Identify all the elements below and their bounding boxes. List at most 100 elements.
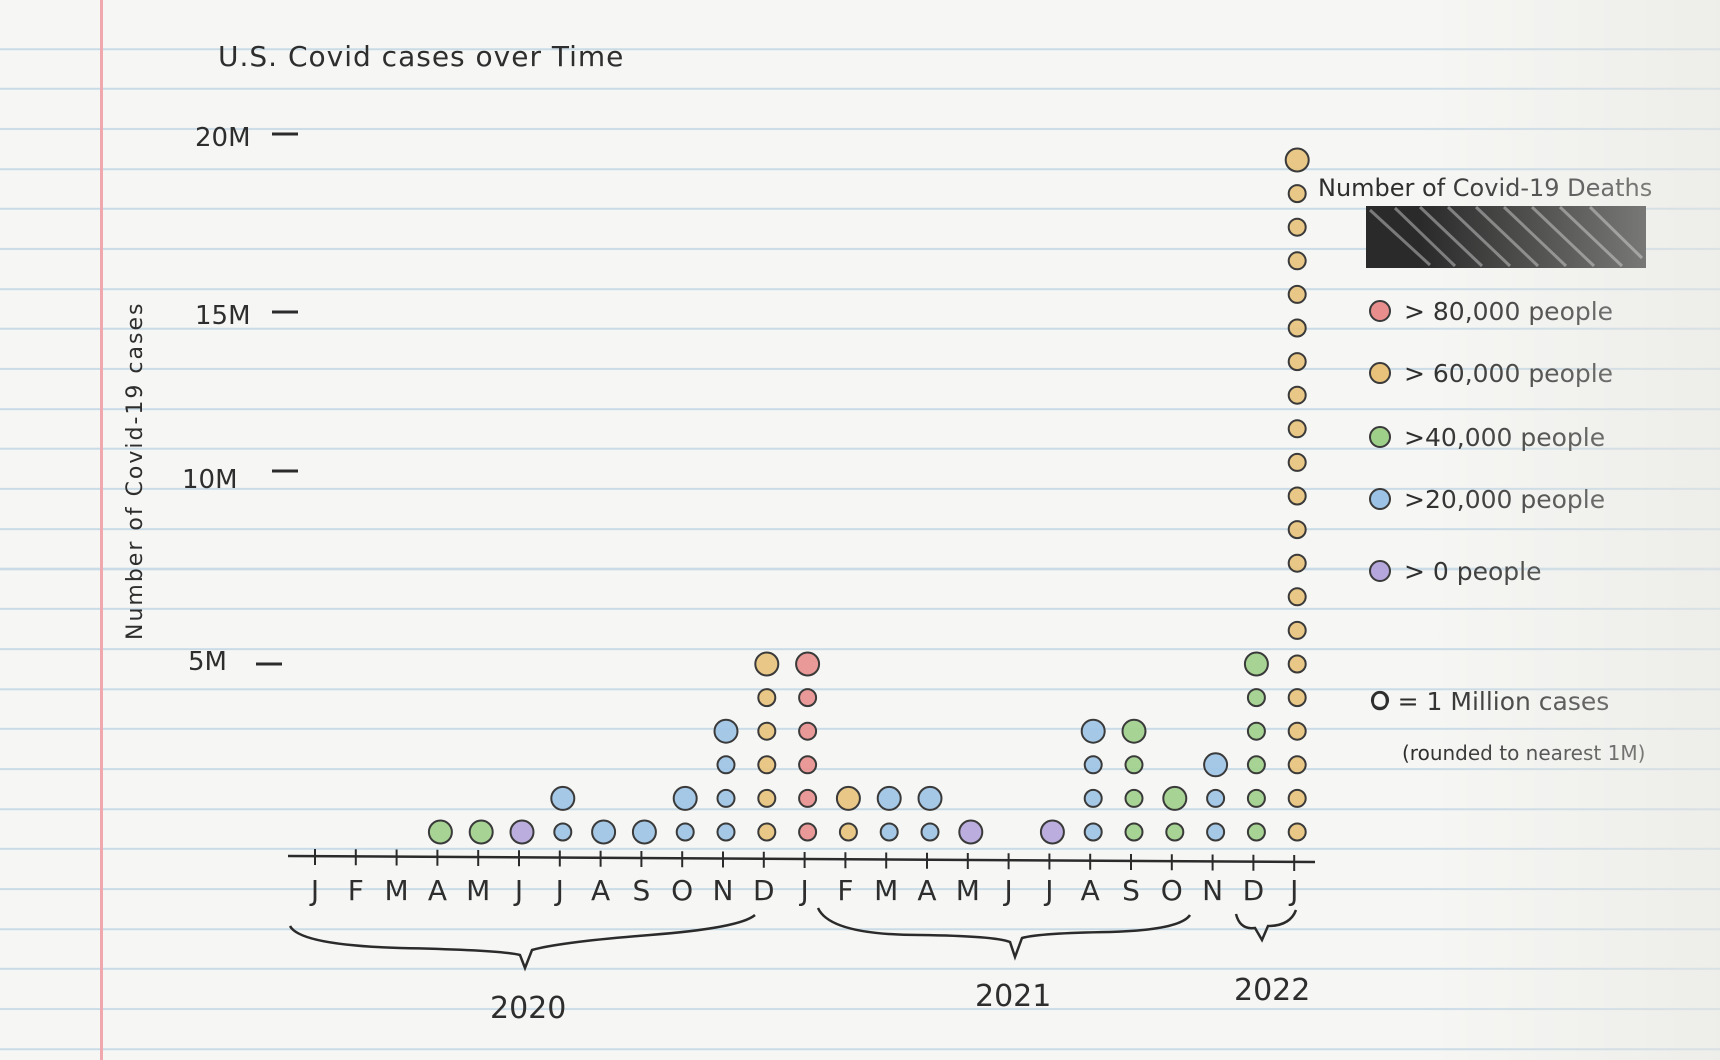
case-dot [1287, 486, 1307, 506]
x-axis-line [287, 854, 1316, 864]
case-dot [1287, 620, 1307, 640]
x-tick-label: J [1002, 874, 1012, 907]
legend-scribble [1366, 205, 1646, 268]
case-dot [427, 819, 453, 845]
x-tick-label: J [513, 874, 523, 907]
case-dot [1165, 822, 1185, 842]
x-tick-label: J [1043, 874, 1053, 907]
case-dot [468, 819, 494, 845]
legend-swatch [1369, 300, 1391, 322]
x-tick-label: N [713, 874, 734, 907]
case-dot [1287, 520, 1307, 540]
x-tick-label: F [348, 874, 364, 907]
x-tick-label: M [874, 874, 898, 907]
legend-entry-label: >20,000 people [1404, 485, 1605, 514]
x-tick-label: F [837, 874, 853, 907]
x-tick-label: D [1243, 874, 1265, 907]
legend-entry-label: > 0 people [1404, 557, 1542, 586]
case-dot [1287, 721, 1307, 741]
y-tick-label-10m: 10M [182, 465, 238, 495]
case-dot [1284, 147, 1310, 173]
legend-entry-label: > 80,000 people [1404, 297, 1613, 326]
case-dot [1162, 785, 1188, 811]
legend-entries: > 80,000 people > 60,000 people >40,000 pe… [1369, 297, 1613, 586]
case-dot [1121, 718, 1147, 744]
y-tick-label-15m: 15M [195, 301, 251, 331]
case-dot [1243, 651, 1269, 677]
case-dot [1287, 553, 1307, 573]
year-label-2020: 2020 [490, 991, 566, 1026]
case-dot [1287, 452, 1307, 472]
y-axis-ticks: 20M 15M 10M 5M [182, 123, 298, 677]
case-dot [1287, 184, 1307, 204]
legend-entry-label: > 60,000 people [1404, 359, 1613, 388]
case-dot [757, 822, 777, 842]
case-dot [672, 785, 698, 811]
case-dot [757, 721, 777, 741]
x-tick-label: A [1081, 874, 1100, 907]
legend-swatch [1369, 488, 1391, 510]
case-dot [1246, 755, 1266, 775]
case-dot [550, 785, 576, 811]
legend-title: Number of Covid-19 Deaths [1318, 174, 1652, 202]
x-tick-label: J [1288, 874, 1298, 907]
case-dot [675, 822, 695, 842]
notebook-margin-line [100, 0, 103, 1060]
case-dot [876, 785, 902, 811]
x-tick-label: A [591, 874, 610, 907]
x-tick-label: S [633, 874, 651, 907]
case-dot [1039, 819, 1065, 845]
case-dot [917, 785, 943, 811]
case-dot [1124, 755, 1144, 775]
legend-note: O = 1 Million cases [1370, 687, 1609, 716]
case-dot [1287, 419, 1307, 439]
x-tick-label: O [1161, 874, 1183, 907]
case-dot [1246, 688, 1266, 708]
case-dot [1080, 718, 1106, 744]
x-tick-label: N [1202, 874, 1223, 907]
case-dot [798, 755, 818, 775]
case-dot [958, 819, 984, 845]
x-tick-label: M [466, 874, 490, 907]
case-dot [713, 718, 739, 744]
case-dot [798, 688, 818, 708]
case-dot [798, 822, 818, 842]
year-brace-2021 [816, 907, 1192, 961]
case-dot [1083, 755, 1103, 775]
year-brace-2022 [1234, 909, 1298, 943]
case-dot [798, 721, 818, 741]
legend: Number of Covid-19 Deaths > 80,000 peopl… [1318, 174, 1652, 765]
case-dot [1287, 385, 1307, 405]
case-dot [509, 819, 535, 845]
case-dot [795, 651, 821, 677]
data-dots [427, 147, 1310, 845]
case-dot [1287, 587, 1307, 607]
legend-swatch [1369, 362, 1391, 384]
case-dot [553, 822, 573, 842]
case-dot [1287, 352, 1307, 372]
case-dot [757, 755, 777, 775]
case-dot [1246, 788, 1266, 808]
x-tick-label: D [753, 874, 775, 907]
x-tick-label: M [956, 874, 980, 907]
case-dot [1206, 788, 1226, 808]
case-dot [1124, 822, 1144, 842]
case-dot [591, 819, 617, 845]
case-dot [838, 822, 858, 842]
case-dot [1287, 822, 1307, 842]
case-dot [757, 788, 777, 808]
x-tick-label: A [428, 874, 447, 907]
year-label-2022: 2022 [1234, 973, 1310, 1008]
case-dot [1246, 721, 1266, 741]
case-dot [798, 788, 818, 808]
case-dot [920, 822, 940, 842]
x-tick-label: J [798, 874, 808, 907]
x-tick-label: S [1122, 874, 1140, 907]
case-dot [1246, 822, 1266, 842]
year-brace-2020 [288, 913, 756, 972]
case-dot [716, 822, 736, 842]
chart-title: U.S. Covid cases over Time [218, 40, 624, 73]
case-dot [1287, 688, 1307, 708]
